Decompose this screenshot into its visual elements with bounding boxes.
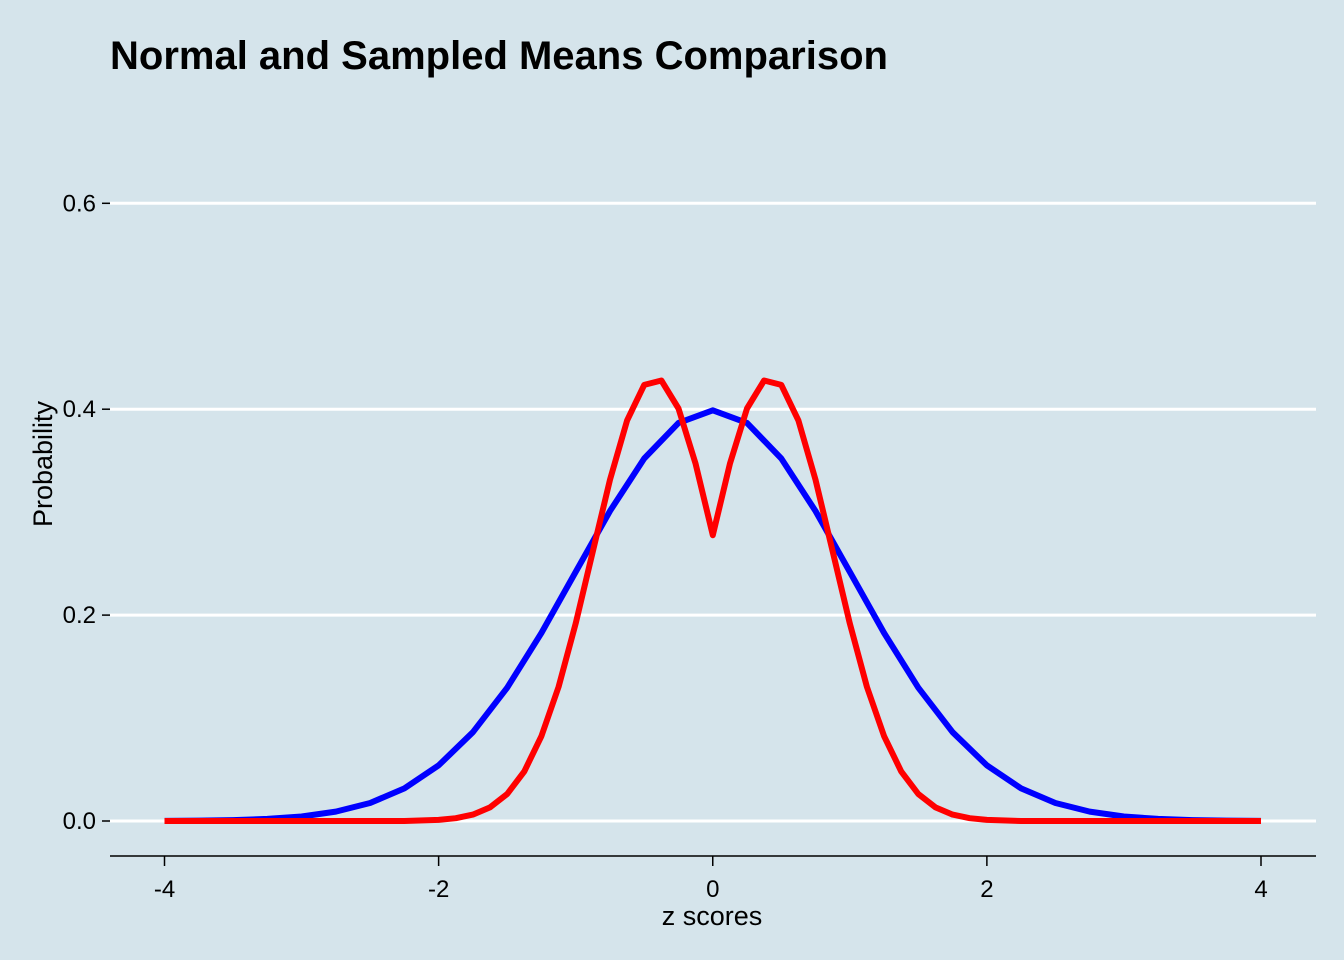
x-tick-label: 2 [980,876,993,903]
y-tick-label: 0.0 [63,808,96,835]
x-axis-ticks: -4 -2 0 2 4 [154,856,1268,903]
x-tick-label: 0 [706,876,719,903]
x-tick-label: -2 [428,876,449,903]
chart-title: Normal and Sampled Means Comparison [110,34,888,78]
x-axis-label: z scores [662,901,763,931]
y-tick-label: 0.2 [63,602,96,629]
y-tick-label: 0.4 [63,396,96,423]
y-tick-label: 0.6 [63,190,96,217]
x-tick-label: -4 [154,876,175,903]
series-group [164,377,1262,824]
y-axis-label: Probability [28,400,58,527]
series-line-sampled-means [164,377,1261,824]
series-line-normal [164,407,1262,824]
x-tick-label: 4 [1254,876,1267,903]
y-axis-ticks: 0.0 0.2 0.4 0.6 [63,190,110,835]
